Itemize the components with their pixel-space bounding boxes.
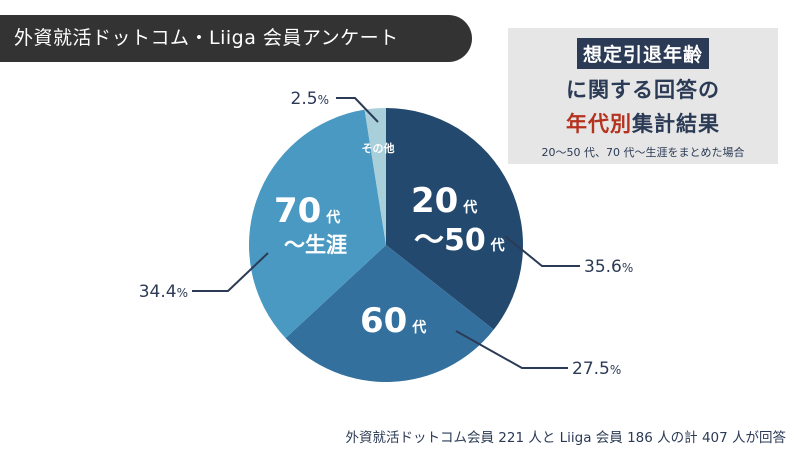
slice-label-70-lifetime: 70 代～生涯 (274, 191, 347, 257)
pie-slice-other (364, 108, 386, 245)
info-box-title: 想定引退年齢 (576, 38, 709, 69)
slice-label-60: 60 代 (360, 301, 426, 341)
info-box-accent-text: 年代別 (566, 112, 632, 136)
slice-label-20-50: 20 代～50 代 (411, 181, 505, 258)
pie-slice-20-50 (386, 108, 523, 330)
slice-label-other: その他 (362, 141, 395, 155)
info-box-line1: 想定引退年齢 (508, 38, 778, 69)
svg-text:～生涯: ～生涯 (284, 233, 347, 257)
value-label-60: 27.5% (572, 359, 621, 379)
info-box-line3: 年代別集計結果 (508, 108, 778, 138)
svg-text:20 代: 20 代 (411, 181, 477, 221)
info-box-note: 20～50 代、70 代～生涯をまとめた場合 (541, 146, 745, 159)
value-label-other: 2.5% (291, 89, 329, 109)
header-banner: 外資就活ドットコム・Liiga 会員アンケート (0, 15, 472, 62)
pie-slice-70-lifetime (248, 109, 386, 339)
footer-note: 外資就活ドットコム会員 221 人と Liiga 会員 186 人の計 407 … (345, 430, 787, 446)
value-label-70-lifetime: 34.4% (139, 282, 188, 302)
leader-line-60 (455, 330, 568, 369)
svg-text:60 代: 60 代 (360, 301, 426, 341)
pie-slice-60 (285, 245, 494, 382)
info-box-line2: に関する回答の (566, 78, 720, 102)
leader-line-70-lifetime (192, 252, 269, 292)
leader-line-20-50 (504, 235, 580, 267)
info-box-line3-rest: 集計結果 (632, 112, 720, 136)
value-label-20-50: 35.6% (584, 257, 633, 277)
svg-text:70 代: 70 代 (274, 191, 340, 231)
svg-text:～50 代: ～50 代 (414, 223, 505, 258)
header-title: 外資就活ドットコム・Liiga 会員アンケート (14, 27, 399, 49)
info-box: 想定引退年齢 に関する回答の 年代別集計結果 20～50 代、70 代～生涯をま… (508, 28, 778, 164)
leader-line-other (336, 97, 379, 123)
